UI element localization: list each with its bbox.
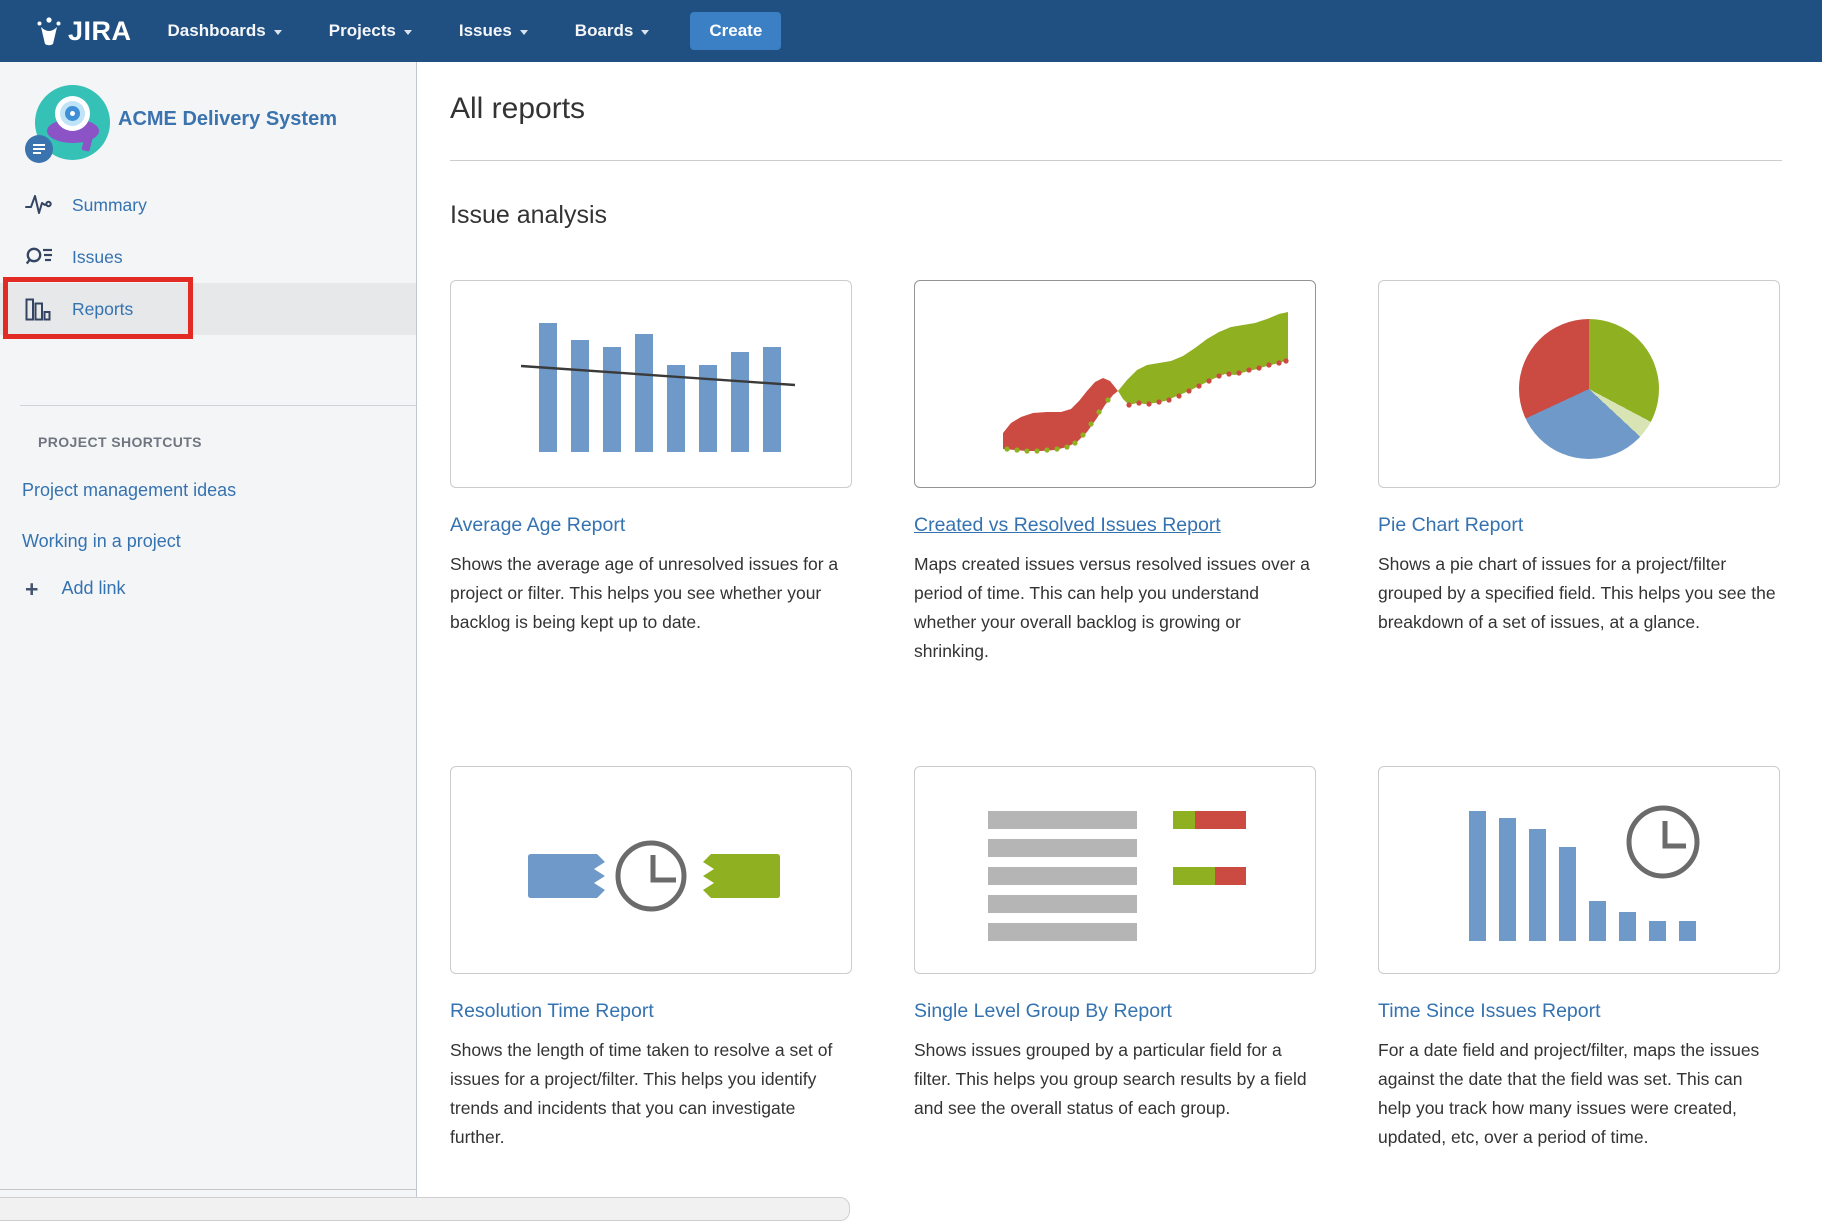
reports-grid: Average Age Report Shows the average age…	[450, 280, 1782, 1152]
report-description: Maps created issues versus resolved issu…	[914, 554, 1310, 661]
nav-item-dashboards[interactable]: Dashboards	[168, 21, 282, 41]
grouped-bars-thumbnail	[988, 811, 1246, 941]
sidebar-item-label: Issues	[72, 246, 123, 267]
jira-person-icon	[37, 17, 61, 46]
chevron-down-icon	[641, 29, 650, 35]
section-title: Issue analysis	[450, 201, 608, 229]
report-cell: Average Age Report Shows the average age…	[450, 280, 852, 666]
clock-icon	[615, 840, 687, 912]
area-chart-thumbnail	[1003, 312, 1289, 454]
project-shortcuts-header: PROJECT SHORTCUTS	[38, 434, 202, 450]
report-description: For a date field and project/filter, map…	[1378, 1040, 1760, 1147]
nav-item-label: Dashboards	[167, 21, 266, 40]
bar-chart-trend-thumbnail	[520, 323, 796, 452]
sidebar-divider	[20, 405, 417, 406]
title-divider	[450, 160, 1782, 161]
resolution-time-report-card[interactable]	[450, 766, 852, 974]
nav-item-label: Issues	[458, 21, 512, 40]
report-description: Shows a pie chart of issues for a projec…	[1378, 554, 1776, 632]
report-cell: Time Since Issues Report For a date fiel…	[1378, 766, 1780, 1152]
created-vs-resolved-report-link[interactable]: Created vs Resolved Issues Report	[914, 514, 1221, 536]
plus-icon: +	[25, 575, 39, 602]
nav-item-label: Boards	[574, 21, 634, 40]
shortcut-link-working-in-a-project[interactable]: Working in a project	[22, 531, 181, 551]
chevron-down-icon	[403, 29, 412, 35]
sidebar-item-summary[interactable]: Summary	[0, 179, 416, 231]
create-button[interactable]: Create	[690, 12, 782, 50]
report-cell: Resolution Time Report Shows the length …	[450, 766, 852, 1152]
report-description: Shows issues grouped by a particular fie…	[914, 1040, 1307, 1118]
sidebar-item-label: Summary	[72, 194, 147, 215]
single-level-group-by-report-link[interactable]: Single Level Group By Report	[914, 1000, 1172, 1022]
report-cell: Pie Chart Report Shows a pie chart of is…	[1378, 280, 1780, 666]
project-avatar	[25, 85, 110, 163]
jira-logo[interactable]: JIRA	[34, 15, 132, 47]
project-sidebar: ACME Delivery System Summary	[0, 62, 417, 1213]
created-vs-resolved-report-card[interactable]	[914, 280, 1316, 488]
ribbons-clock-thumbnail	[528, 840, 780, 912]
nav-item-issues[interactable]: Issues	[459, 21, 528, 41]
nav-item-projects[interactable]: Projects	[329, 21, 412, 41]
pie-chart-report-link[interactable]: Pie Chart Report	[1378, 514, 1524, 536]
pie-chart-thumbnail	[1519, 319, 1659, 459]
report-description: Shows the length of time taken to resolv…	[450, 1040, 833, 1147]
time-since-issues-report-link[interactable]: Time Since Issues Report	[1378, 1000, 1601, 1022]
average-age-report-card[interactable]	[450, 280, 852, 488]
resolution-time-report-link[interactable]: Resolution Time Report	[450, 1000, 654, 1022]
nav-item-label: Projects	[328, 21, 396, 40]
avatar-eye-glint	[70, 111, 75, 116]
bar-chart-icon	[25, 297, 55, 322]
page-title: All reports	[450, 92, 586, 125]
top-navigation-bar: JIRA Dashboards Projects Issues Boards C…	[0, 0, 1822, 62]
average-age-report-link[interactable]: Average Age Report	[450, 514, 626, 536]
descending-bars-clock-thumbnail	[1469, 805, 1700, 941]
notes-badge-icon	[25, 135, 53, 163]
pulse-icon	[25, 193, 55, 217]
main-content: All reports Issue analysis Average Age R…	[418, 62, 1822, 1213]
sidebar-item-issues[interactable]: Issues	[0, 231, 416, 283]
project-name[interactable]: ACME Delivery System	[118, 108, 337, 130]
shortcut-link-project-management-ideas[interactable]: Project management ideas	[22, 480, 237, 500]
jira-logo-text: JIRA	[68, 15, 132, 46]
add-link-label: Add link	[61, 578, 126, 598]
time-since-issues-report-card[interactable]	[1378, 766, 1780, 974]
search-icon	[25, 245, 55, 269]
sidebar-bottom-divider	[0, 1189, 416, 1190]
pie-chart-report-card[interactable]	[1378, 280, 1780, 488]
report-cell: Single Level Group By Report Shows issue…	[914, 766, 1316, 1152]
sidebar-nav: Summary Issues R	[0, 179, 416, 335]
nav-menu: Dashboards Projects Issues Boards	[168, 21, 697, 41]
sidebar-item-reports[interactable]: Reports	[0, 283, 416, 335]
single-level-group-by-report-card[interactable]	[914, 766, 1316, 974]
sidebar-item-label: Reports	[72, 298, 134, 319]
horizontal-scrollbar[interactable]	[0, 1197, 850, 1221]
chevron-down-icon	[273, 29, 282, 35]
report-cell: Created vs Resolved Issues Report Maps c…	[914, 280, 1316, 666]
nav-item-boards[interactable]: Boards	[575, 21, 650, 41]
report-description: Shows the average age of unresolved issu…	[450, 554, 839, 632]
add-link-button[interactable]: + Add link	[25, 575, 416, 602]
chevron-down-icon	[519, 29, 528, 35]
